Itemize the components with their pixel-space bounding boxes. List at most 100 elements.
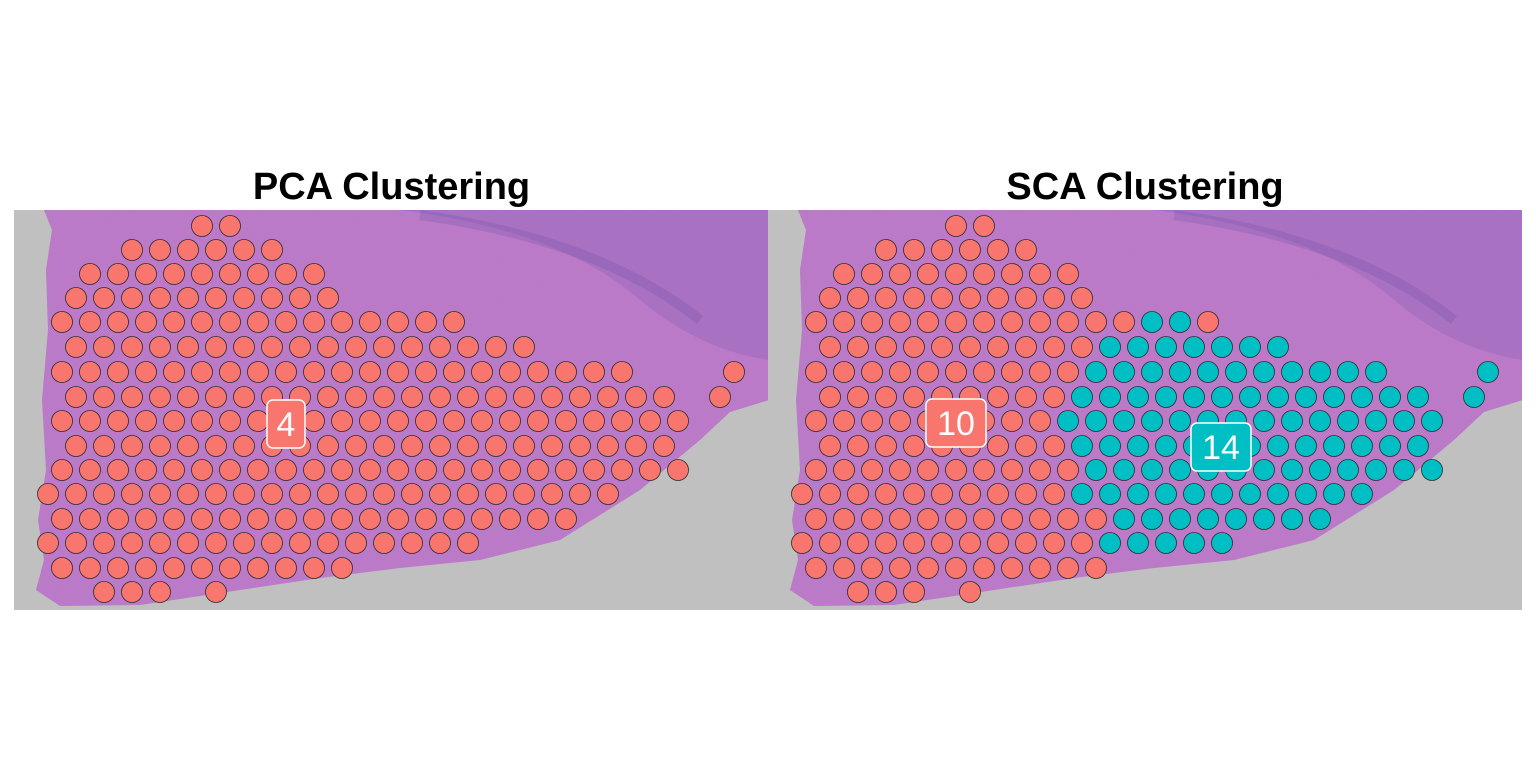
spot-cluster-14	[1169, 311, 1191, 333]
spot-cluster-10	[875, 336, 897, 358]
spot-cluster-4	[429, 483, 451, 505]
spot-cluster-14	[1295, 435, 1317, 457]
spot-cluster-4	[107, 508, 129, 530]
spot-cluster-4	[569, 483, 591, 505]
spot-cluster-10	[903, 532, 925, 554]
spot-cluster-10	[889, 459, 911, 481]
spot-cluster-4	[219, 361, 241, 383]
spot-cluster-4	[555, 459, 577, 481]
spot-cluster-4	[233, 435, 255, 457]
spot-cluster-4	[527, 410, 549, 432]
spot-cluster-4	[555, 508, 577, 530]
spot-cluster-4	[93, 581, 115, 603]
spot-cluster-4	[51, 361, 73, 383]
panel-title-sca: SCA Clustering	[1006, 166, 1284, 208]
spot-cluster-4	[51, 410, 73, 432]
spot-cluster-14	[1309, 361, 1331, 383]
spot-cluster-4	[205, 581, 227, 603]
spot-cluster-14	[1337, 361, 1359, 383]
spot-cluster-4	[527, 508, 549, 530]
spot-cluster-4	[65, 483, 87, 505]
spot-cluster-10	[875, 483, 897, 505]
spot-cluster-10	[833, 508, 855, 530]
cluster-label-10: 10	[925, 398, 987, 448]
spot-cluster-4	[177, 336, 199, 358]
spot-cluster-14	[1113, 361, 1135, 383]
spot-cluster-10	[1001, 311, 1023, 333]
spot-cluster-10	[805, 508, 827, 530]
spot-cluster-4	[443, 410, 465, 432]
spot-cluster-14	[1141, 508, 1163, 530]
spot-cluster-4	[191, 361, 213, 383]
spot-cluster-10	[917, 311, 939, 333]
spot-cluster-4	[177, 532, 199, 554]
spot-cluster-4	[569, 435, 591, 457]
spot-cluster-14	[1141, 361, 1163, 383]
spot-cluster-10	[889, 508, 911, 530]
spot-cluster-10	[987, 386, 1009, 408]
spot-cluster-14	[1407, 435, 1429, 457]
spot-cluster-10	[1085, 508, 1107, 530]
spot-cluster-4	[177, 386, 199, 408]
spot-cluster-4	[639, 410, 661, 432]
spot-cluster-10	[833, 557, 855, 579]
spot-cluster-10	[889, 361, 911, 383]
spot-cluster-14	[1309, 410, 1331, 432]
spot-cluster-10	[959, 239, 981, 261]
spot-cluster-10	[847, 386, 869, 408]
spot-cluster-4	[485, 386, 507, 408]
spot-cluster-4	[177, 483, 199, 505]
spot-cluster-4	[569, 386, 591, 408]
spot-cluster-14	[1113, 459, 1135, 481]
spot-cluster-10	[1029, 311, 1051, 333]
spot-cluster-4	[555, 361, 577, 383]
spot-cluster-10	[1043, 483, 1065, 505]
spot-cluster-10	[1113, 311, 1135, 333]
spot-cluster-4	[457, 483, 479, 505]
spot-cluster-14	[1379, 435, 1401, 457]
spot-cluster-14	[1337, 410, 1359, 432]
spot-cluster-10	[945, 459, 967, 481]
spot-cluster-10	[1057, 263, 1079, 285]
spot-cluster-10	[1085, 311, 1107, 333]
spot-cluster-10	[1029, 263, 1051, 285]
spot-cluster-4	[205, 336, 227, 358]
spot-cluster-4	[401, 435, 423, 457]
spot-cluster-4	[275, 361, 297, 383]
spot-cluster-4	[387, 459, 409, 481]
spot-cluster-14	[1239, 336, 1261, 358]
spot-cluster-10	[1015, 483, 1037, 505]
spot-cluster-10	[1071, 336, 1093, 358]
spot-cluster-4	[611, 459, 633, 481]
spot-cluster-4	[191, 263, 213, 285]
spot-cluster-4	[583, 459, 605, 481]
spot-cluster-4	[79, 263, 101, 285]
spot-cluster-14	[1071, 435, 1093, 457]
spot-cluster-10	[1001, 361, 1023, 383]
spot-cluster-14	[1309, 508, 1331, 530]
spot-cluster-4	[177, 435, 199, 457]
spot-cluster-10	[987, 287, 1009, 309]
spot-cluster-14	[1365, 361, 1387, 383]
spot-cluster-10	[819, 287, 841, 309]
spot-cluster-4	[163, 361, 185, 383]
spot-cluster-4	[303, 557, 325, 579]
spot-cluster-10	[973, 263, 995, 285]
spot-cluster-10	[1043, 435, 1065, 457]
spot-cluster-4	[653, 435, 675, 457]
spot-cluster-4	[149, 483, 171, 505]
spot-cluster-4	[149, 239, 171, 261]
spot-cluster-10	[1015, 239, 1037, 261]
spot-cluster-10	[1057, 459, 1079, 481]
spot-cluster-14	[1211, 532, 1233, 554]
spot-cluster-4	[331, 361, 353, 383]
spot-cluster-10	[847, 287, 869, 309]
spot-cluster-4	[387, 508, 409, 530]
spot-cluster-4	[205, 287, 227, 309]
spot-cluster-10	[889, 410, 911, 432]
spot-cluster-4	[597, 483, 619, 505]
spot-cluster-4	[93, 287, 115, 309]
spot-cluster-10	[945, 263, 967, 285]
spot-cluster-10	[1197, 311, 1219, 333]
spot-cluster-4	[219, 263, 241, 285]
